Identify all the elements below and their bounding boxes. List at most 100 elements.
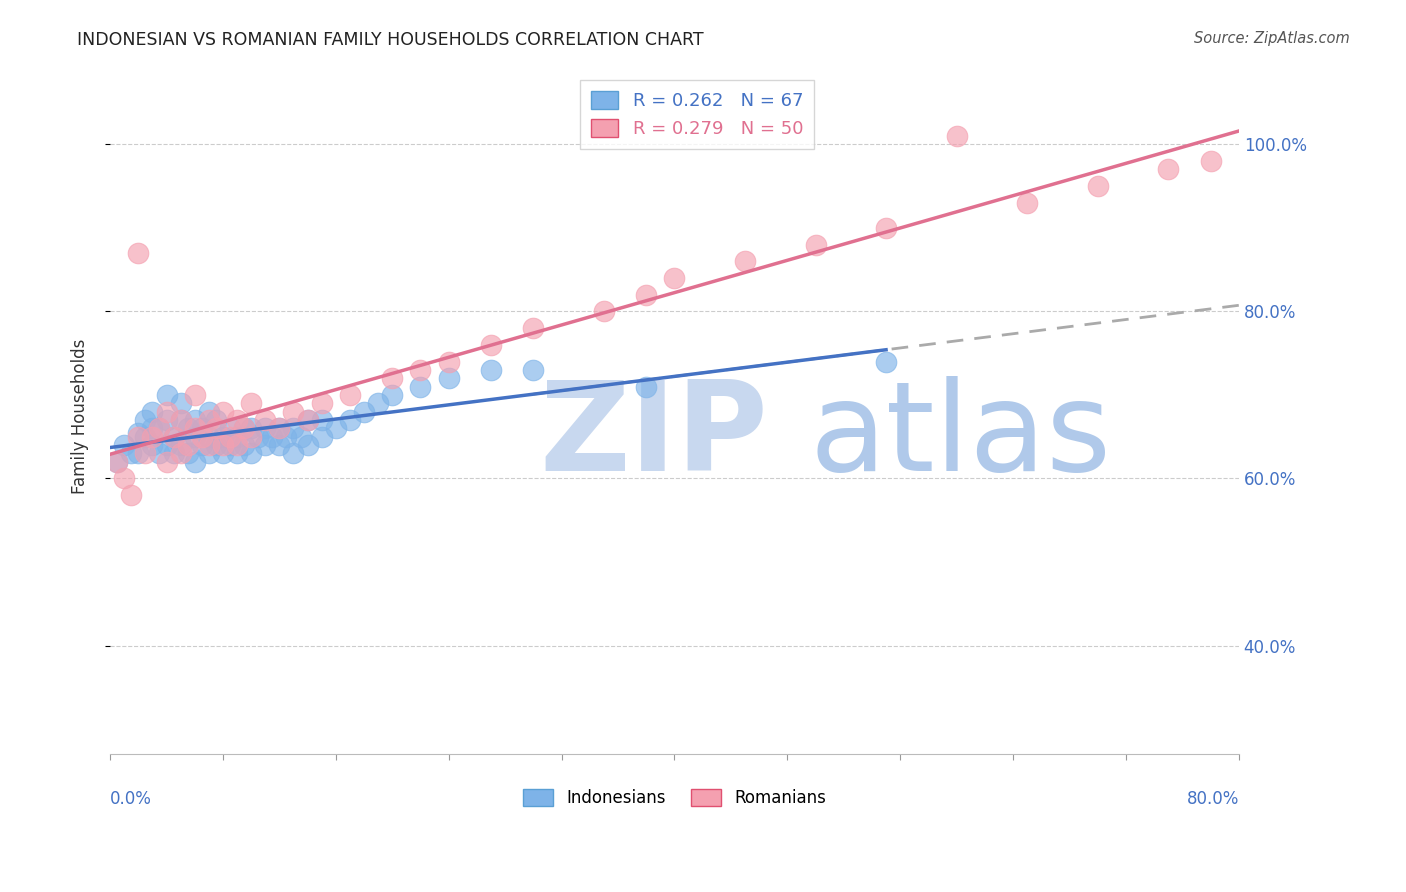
Point (134, 446, 156, 460)
Point (664, 271, 686, 285)
Point (141, 404, 163, 418)
Point (339, 413, 361, 427)
Point (240, 446, 263, 460)
Point (112, 438, 135, 452)
Point (311, 413, 333, 427)
Point (1017, 195, 1039, 210)
Point (191, 430, 214, 444)
Point (169, 396, 191, 410)
Point (875, 220, 897, 235)
Point (276, 430, 298, 444)
Point (176, 438, 198, 452)
Point (155, 455, 177, 469)
Point (240, 396, 263, 410)
Point (254, 438, 277, 452)
Point (233, 438, 256, 452)
Point (219, 421, 242, 435)
Point (1157, 162, 1180, 177)
Point (162, 430, 184, 444)
Point (120, 446, 142, 460)
Point (176, 446, 198, 460)
Point (198, 404, 221, 418)
Point (367, 396, 389, 410)
Point (205, 421, 228, 435)
Point (120, 488, 142, 502)
Point (205, 413, 228, 427)
Point (112, 471, 135, 485)
Point (169, 413, 191, 427)
Point (105, 455, 128, 469)
Point (233, 421, 256, 435)
Point (233, 421, 256, 435)
Point (269, 421, 291, 435)
Point (183, 413, 205, 427)
Point (325, 421, 347, 435)
Point (945, 128, 967, 143)
Point (127, 425, 149, 440)
Point (148, 421, 170, 435)
Point (134, 413, 156, 427)
Point (134, 430, 156, 444)
Point (240, 421, 263, 435)
Point (183, 388, 205, 402)
Point (734, 254, 756, 268)
Point (437, 354, 460, 368)
Point (522, 363, 544, 377)
Text: 80.0%: 80.0% (1187, 790, 1239, 808)
Point (254, 413, 277, 427)
Point (155, 413, 177, 427)
Point (155, 404, 177, 418)
Point (127, 430, 149, 444)
Point (141, 438, 163, 452)
Point (198, 438, 221, 452)
Point (219, 438, 242, 452)
Point (212, 438, 235, 452)
Point (155, 438, 177, 452)
Point (198, 413, 221, 427)
Point (212, 446, 235, 460)
Point (148, 421, 170, 435)
Point (191, 438, 214, 452)
Point (219, 430, 242, 444)
Point (479, 338, 502, 352)
Point (283, 421, 305, 435)
Point (141, 421, 163, 435)
Point (155, 388, 177, 402)
Point (212, 430, 235, 444)
Point (804, 237, 827, 252)
Point (105, 455, 128, 469)
Point (297, 438, 319, 452)
Point (283, 404, 305, 418)
Point (409, 363, 432, 377)
Point (381, 371, 404, 385)
Point (205, 438, 228, 452)
Text: Source: ZipAtlas.com: Source: ZipAtlas.com (1194, 31, 1350, 46)
Point (290, 430, 312, 444)
Point (311, 430, 333, 444)
Point (162, 446, 184, 460)
Point (183, 430, 205, 444)
Point (247, 430, 270, 444)
Text: ZIP: ZIP (538, 376, 768, 497)
Point (226, 413, 249, 427)
Text: 0.0%: 0.0% (110, 790, 152, 808)
Point (162, 430, 184, 444)
Point (437, 371, 460, 385)
Point (409, 379, 432, 393)
Point (1199, 153, 1222, 168)
Point (353, 404, 375, 418)
Point (636, 379, 658, 393)
Point (339, 388, 361, 402)
Point (169, 413, 191, 427)
Point (148, 446, 170, 460)
Text: atlas: atlas (810, 376, 1112, 497)
Point (127, 246, 149, 260)
Point (141, 430, 163, 444)
Point (198, 446, 221, 460)
Point (269, 421, 291, 435)
Point (183, 421, 205, 435)
Point (269, 438, 291, 452)
Point (226, 430, 249, 444)
Text: INDONESIAN VS ROMANIAN FAMILY HOUSEHOLDS CORRELATION CHART: INDONESIAN VS ROMANIAN FAMILY HOUSEHOLDS… (77, 31, 704, 49)
Point (176, 421, 198, 435)
